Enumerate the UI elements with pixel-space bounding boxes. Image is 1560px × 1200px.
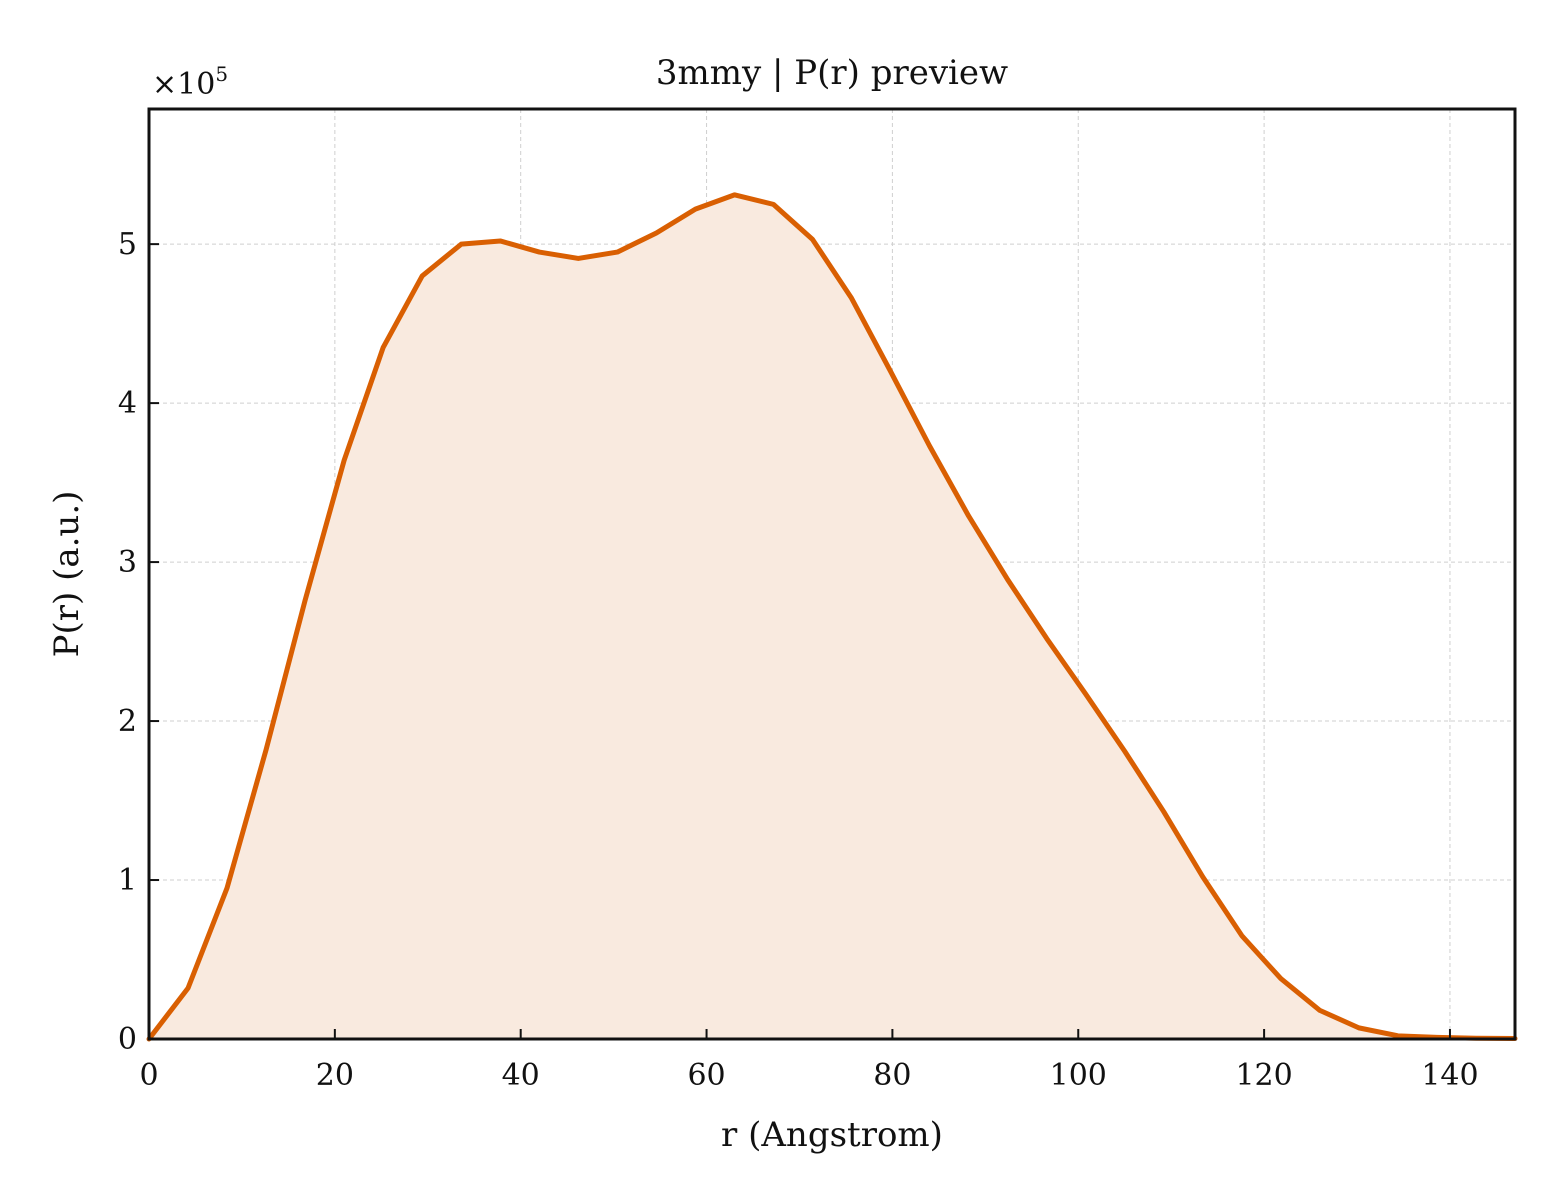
x-tick-label: 0 (139, 1058, 158, 1093)
x-axis-label: r (Angstrom) (721, 1115, 943, 1155)
ticks: 0 20 40 60 80 100 120 140 0 1 2 3 4 5 (118, 227, 1479, 1093)
pr-series-line (146, 192, 1518, 1042)
x-tick-label: 80 (873, 1058, 911, 1093)
y-tick-label: 5 (118, 227, 137, 262)
x-tick-label: 40 (502, 1058, 540, 1093)
x-tick-label: 120 (1235, 1058, 1292, 1093)
x-tick-label: 140 (1421, 1058, 1478, 1093)
y-tick-label: 0 (118, 1022, 137, 1057)
chart-title: 3mmy | P(r) preview (656, 53, 1008, 93)
area-layer (149, 194, 1515, 1040)
y-scale-multiplier: ×105 (152, 62, 228, 102)
y-tick-label: 3 (118, 545, 137, 580)
y-tick-label: 1 (118, 863, 137, 898)
y-axis-label: P(r) (a.u.) (47, 491, 87, 658)
line-layer (146, 192, 1518, 1042)
pr-area-fill (149, 194, 1515, 1040)
y-tick-label: 4 (118, 386, 137, 421)
y-scale-exponent: 5 (215, 62, 228, 86)
plot-frame (147, 107, 1517, 1041)
x-tick-label: 60 (687, 1058, 725, 1093)
x-tick-label: 20 (316, 1058, 354, 1093)
y-tick-label: 2 (118, 704, 137, 739)
x-tick-label: 100 (1050, 1058, 1107, 1093)
y-scale-prefix: ×10 (152, 67, 215, 102)
